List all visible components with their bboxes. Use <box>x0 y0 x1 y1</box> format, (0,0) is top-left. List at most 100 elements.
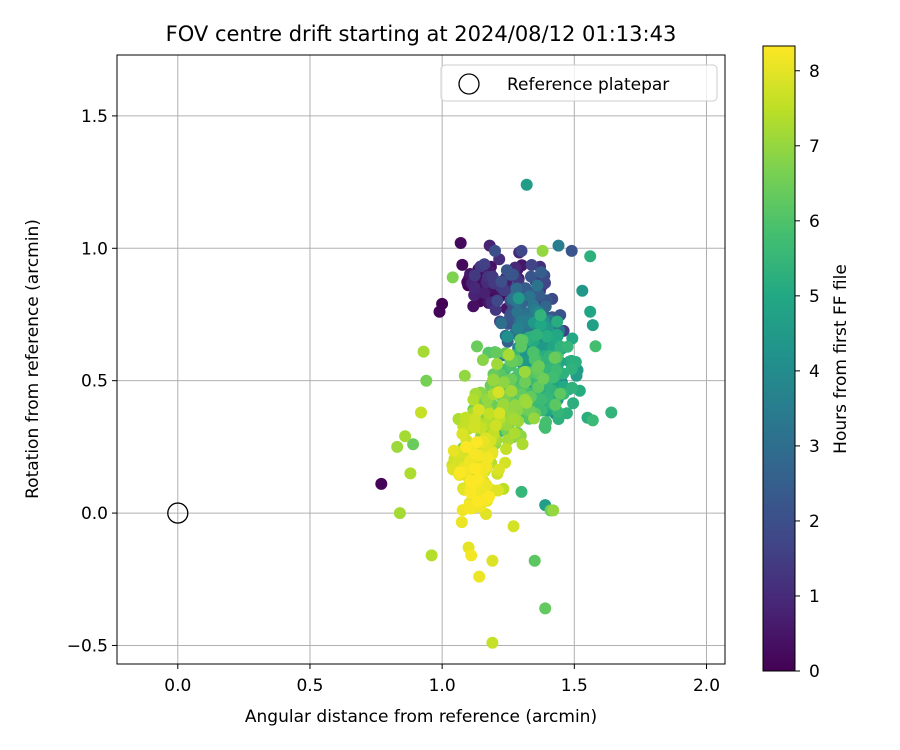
data-point <box>551 315 564 328</box>
colorbar-ticks: 0 1 2 3 4 5 6 7 8 <box>795 62 820 682</box>
data-point <box>565 244 578 257</box>
data-point <box>459 411 472 424</box>
data-point <box>505 385 518 397</box>
colorbar-tick-label: 1 <box>809 587 820 607</box>
x-tick-label: 1.5 <box>561 676 588 696</box>
data-point <box>420 374 433 387</box>
data-point <box>469 462 482 475</box>
data-point <box>500 264 513 277</box>
colorbar-tick-label: 8 <box>809 62 820 82</box>
x-axis-label: Angular distance from reference (arcmin) <box>245 707 597 727</box>
data-point <box>467 300 480 313</box>
data-point <box>460 440 473 453</box>
y-tick-label: −0.5 <box>67 636 108 656</box>
data-point <box>468 448 481 461</box>
data-point <box>486 636 499 649</box>
data-point <box>525 270 537 283</box>
data-point <box>433 305 446 318</box>
colorbar-gradient <box>762 45 796 672</box>
data-point <box>480 479 493 492</box>
data-point <box>550 331 563 344</box>
data-point <box>589 340 602 353</box>
data-point <box>489 303 502 316</box>
legend: Reference platepar <box>440 64 718 102</box>
data-point <box>525 259 538 271</box>
x-tick-label: 0.5 <box>296 676 323 696</box>
data-point <box>415 406 427 419</box>
data-point <box>470 436 483 449</box>
data-point <box>560 407 573 420</box>
grid-lines <box>117 55 725 664</box>
data-point <box>511 306 524 319</box>
colorbar-label: Hours from first FF file <box>831 264 851 454</box>
legend-label: Reference platepar <box>507 75 669 95</box>
data-point <box>532 360 545 373</box>
data-point <box>512 292 525 305</box>
data-point <box>472 403 485 416</box>
data-point <box>502 348 515 361</box>
x-axis-ticks: 0.0 0.5 1.0 1.5 2.0 <box>164 664 720 696</box>
data-point <box>540 329 553 342</box>
data-point <box>487 374 500 387</box>
data-point <box>547 504 560 517</box>
data-point <box>576 284 589 297</box>
data-point <box>520 396 533 409</box>
x-tick-label: 2.0 <box>693 676 720 696</box>
data-point <box>491 294 504 307</box>
data-point <box>490 346 503 359</box>
data-point <box>489 419 502 432</box>
data-point <box>519 376 532 389</box>
data-point <box>584 305 597 318</box>
data-point <box>509 399 522 412</box>
x-tick-label: 1.0 <box>429 676 456 696</box>
data-point <box>467 393 480 406</box>
data-point <box>465 549 478 562</box>
data-point <box>478 287 491 300</box>
data-point <box>458 369 471 382</box>
y-tick-label: 0.5 <box>81 372 108 392</box>
data-point <box>507 413 520 426</box>
data-point <box>536 244 549 257</box>
data-point <box>456 427 469 440</box>
data-point <box>393 507 406 520</box>
data-point <box>492 386 505 399</box>
data-point <box>515 485 528 498</box>
x-tick-label: 0.0 <box>164 676 191 696</box>
data-point <box>454 237 467 249</box>
data-point <box>565 363 578 375</box>
colorbar-tick-label: 0 <box>809 662 820 682</box>
data-point <box>491 358 504 370</box>
data-point <box>510 282 523 295</box>
data-point <box>486 554 499 567</box>
data-point <box>549 398 562 411</box>
data-point <box>584 250 597 263</box>
y-tick-label: 1.5 <box>81 107 108 127</box>
data-point <box>516 438 529 451</box>
data-point <box>537 372 550 385</box>
data-point <box>447 444 460 457</box>
data-point <box>535 393 548 406</box>
colorbar-tick-label: 5 <box>809 287 820 307</box>
colorbar-tick-label: 3 <box>809 437 820 457</box>
data-point <box>407 438 420 451</box>
data-point <box>501 330 514 343</box>
data-point <box>605 406 618 419</box>
colorbar-tick-label: 4 <box>809 362 820 382</box>
data-point <box>508 427 521 440</box>
data-point <box>500 443 513 455</box>
data-point <box>483 490 495 503</box>
data-point <box>495 275 508 288</box>
data-point <box>539 417 552 430</box>
data-point <box>518 365 531 378</box>
data-point <box>528 554 541 567</box>
legend-marker <box>458 73 480 95</box>
data-point <box>554 387 567 400</box>
data-point <box>561 340 574 353</box>
data-point <box>454 466 467 479</box>
data-point <box>478 258 491 271</box>
data-point <box>491 484 504 497</box>
data-point <box>455 516 468 529</box>
data-point <box>534 318 547 331</box>
data-point <box>511 322 524 335</box>
